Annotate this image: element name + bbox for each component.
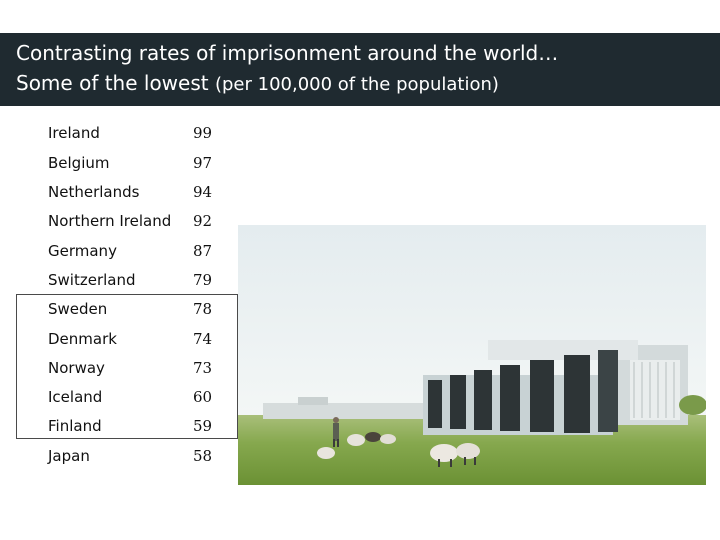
rate-row: Netherlands 94 xyxy=(48,181,218,203)
rate-row: Switzerland 79 xyxy=(48,269,218,291)
rate-row: Finland 59 xyxy=(48,415,218,437)
rate-value: 99 xyxy=(193,124,213,142)
rate-row: Iceland 60 xyxy=(48,386,218,408)
rate-value: 94 xyxy=(193,183,213,201)
slide-title: Contrasting rates of imprisonment around… xyxy=(16,41,559,65)
country-name: Norway xyxy=(48,359,105,377)
slide-title-bar: Contrasting rates of imprisonment around… xyxy=(0,33,720,106)
person-figure xyxy=(333,417,339,447)
rate-value: 60 xyxy=(193,388,213,406)
rate-value: 59 xyxy=(193,417,213,435)
rate-row: Sweden 78 xyxy=(48,298,218,320)
subtitle-main: Some of the lowest xyxy=(16,71,215,95)
sheep-flock xyxy=(317,432,480,467)
rate-row: Belgium 97 xyxy=(48,152,218,174)
country-name: Netherlands xyxy=(48,183,140,201)
rate-row: Northern Ireland 92 xyxy=(48,210,218,232)
country-name: Northern Ireland xyxy=(48,212,172,230)
guard-house xyxy=(298,397,328,405)
country-name: Sweden xyxy=(48,300,108,318)
country-name: Japan xyxy=(48,447,90,465)
prison-illustration xyxy=(238,225,706,485)
prison-photo xyxy=(238,225,706,485)
rate-value: 74 xyxy=(193,330,213,348)
perimeter-wall xyxy=(263,403,433,419)
country-name: Denmark xyxy=(48,330,117,348)
nordic-highlight-box xyxy=(16,294,238,439)
rate-value: 97 xyxy=(193,154,213,172)
rate-value: 78 xyxy=(193,300,213,318)
rate-row: Japan 58 xyxy=(48,445,218,467)
rate-value: 92 xyxy=(193,212,213,230)
rate-row: Denmark 74 xyxy=(48,328,218,350)
rate-value: 58 xyxy=(193,447,213,465)
country-name: Finland xyxy=(48,417,102,435)
prison-building xyxy=(423,340,688,435)
rate-value: 79 xyxy=(193,271,213,289)
country-name: Switzerland xyxy=(48,271,136,289)
tree xyxy=(679,395,706,415)
country-name: Belgium xyxy=(48,154,110,172)
country-name: Ireland xyxy=(48,124,100,142)
rate-row: Germany 87 xyxy=(48,240,218,262)
country-name: Iceland xyxy=(48,388,103,406)
slide-subtitle: Some of the lowest (per 100,000 of the p… xyxy=(16,68,720,100)
rate-row: Norway 73 xyxy=(48,357,218,379)
rate-value: 87 xyxy=(193,242,213,260)
subtitle-unit: (per 100,000 of the population) xyxy=(214,74,499,95)
rate-row: Ireland 99 xyxy=(48,122,218,144)
country-name: Germany xyxy=(48,242,117,260)
rate-value: 73 xyxy=(193,359,213,377)
